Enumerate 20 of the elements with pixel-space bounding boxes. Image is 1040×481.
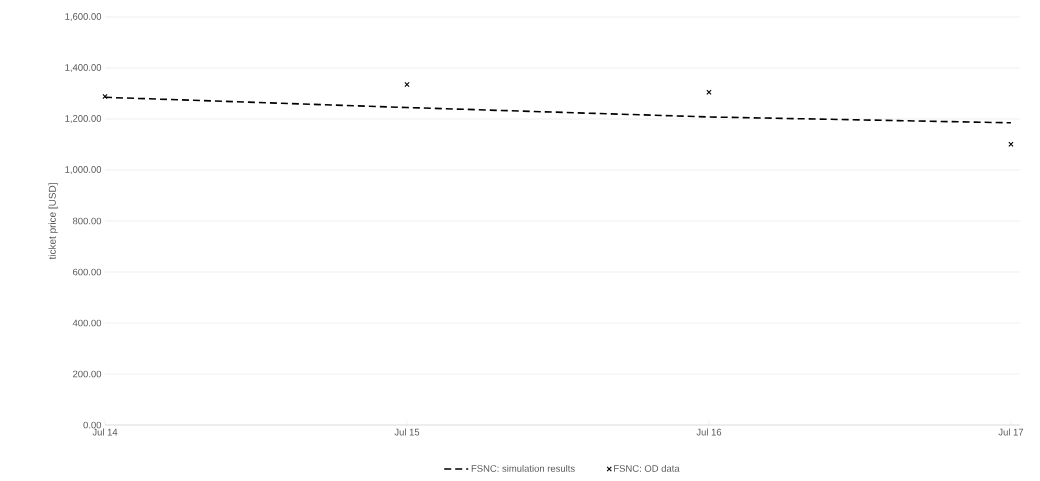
y-tick-label: 200.00 — [73, 370, 102, 378]
y-tick-label: 1,200.00 — [65, 115, 102, 123]
x-tick-label: Jul 16 — [696, 428, 722, 436]
x-tick-label: Jul 17 — [998, 428, 1024, 436]
point — [706, 89, 712, 95]
legend-label: FSNC: OD data — [614, 464, 680, 472]
point — [1008, 141, 1014, 147]
y-tick-label: 600.00 — [73, 268, 102, 276]
legend-label: FSNC: simulation results — [471, 464, 575, 472]
y-axis-title: ticket price [USD] — [48, 183, 58, 260]
x-tick-label: Jul 14 — [92, 428, 118, 436]
y-tick-label: 400.00 — [72, 319, 102, 327]
point — [102, 93, 108, 100]
point — [404, 81, 410, 88]
y-tick-label: 800.00 — [72, 217, 102, 225]
y-tick-label: 0.00 — [83, 421, 102, 429]
y-tick-label: 1,400.00 — [65, 64, 102, 72]
x-tick-label: Jul 15 — [394, 428, 420, 436]
y-tick-label: 1,600.00 — [65, 13, 102, 21]
y-tick-label: 1,000.00 — [65, 166, 102, 174]
